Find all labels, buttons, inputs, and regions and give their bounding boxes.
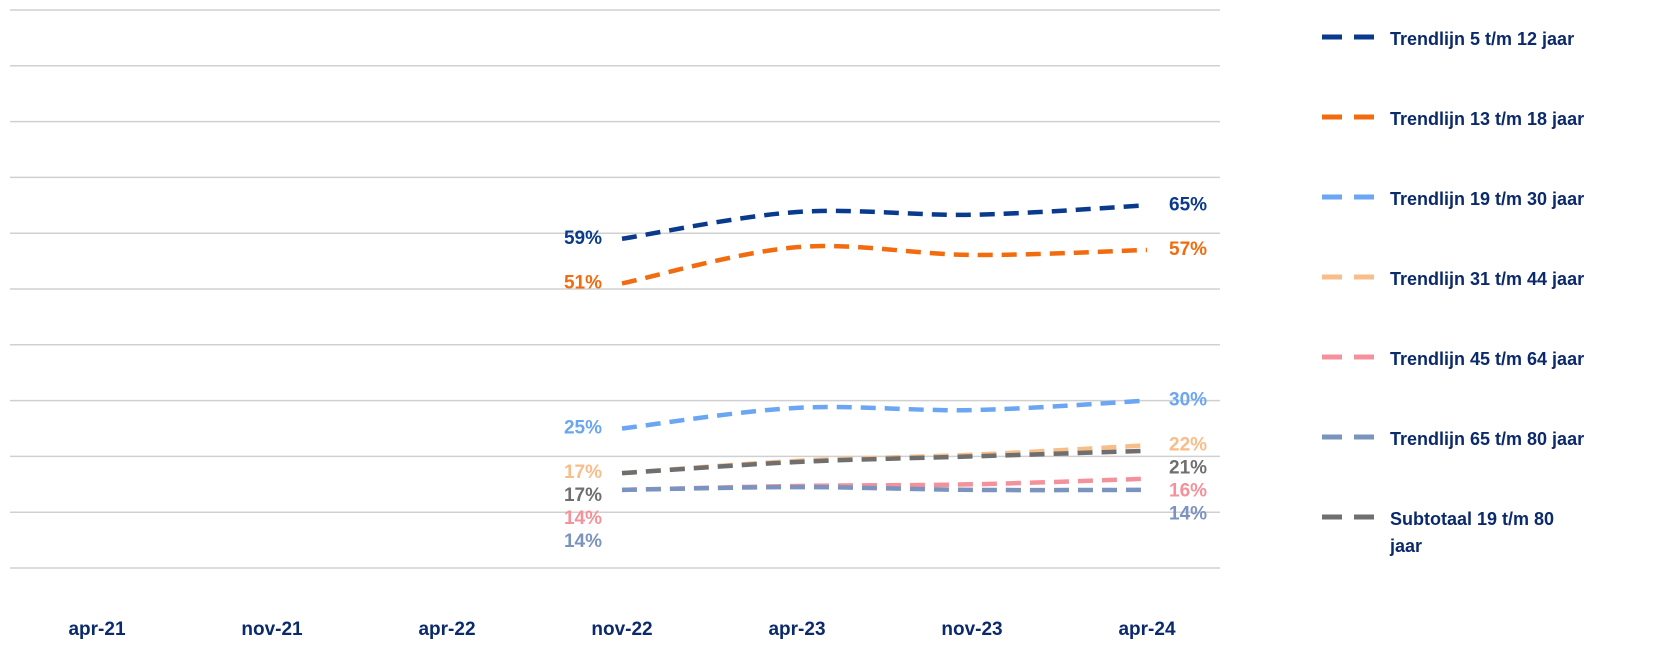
legend-swatch (1322, 114, 1374, 120)
x-tick-label: apr-22 (418, 619, 475, 640)
data-label: 51% (564, 272, 602, 293)
trend-line (621, 398, 1148, 431)
x-tick-label: apr-21 (68, 619, 125, 640)
legend-label: Trendlijn 5 t/m 12 jaar (1390, 29, 1575, 49)
trend-line (621, 484, 1148, 493)
legend-label: Subtotaal 19 t/m 80 jaar (1390, 509, 1555, 556)
data-label: 17% (564, 485, 602, 506)
legend-item: Trendlijn 19 t/m 30 jaar (1320, 186, 1670, 266)
data-label: 14% (564, 508, 602, 529)
trend-line (621, 243, 1148, 286)
legend-swatch (1322, 514, 1374, 520)
legend-item: Trendlijn 5 t/m 12 jaar (1320, 26, 1670, 106)
data-label: 65% (1169, 194, 1207, 215)
data-label: 30% (1169, 390, 1207, 411)
legend-label: Trendlijn 19 t/m 30 jaar (1390, 189, 1585, 209)
legend-item: Subtotaal 19 t/m 80 jaar (1320, 506, 1670, 586)
legend-item: Trendlijn 31 t/m 44 jaar (1320, 266, 1670, 346)
legend-swatch (1322, 274, 1374, 280)
legend-swatch (1322, 354, 1374, 360)
x-tick-label: nov-21 (241, 619, 303, 640)
trend-line (621, 448, 1148, 476)
x-tick-label: apr-23 (768, 619, 825, 640)
legend-swatch (1322, 434, 1374, 440)
legend-label: Trendlijn 31 t/m 44 jaar (1390, 269, 1585, 289)
data-label: 17% (564, 462, 602, 483)
data-label: 14% (564, 531, 602, 552)
data-label: 25% (564, 418, 602, 439)
chart: apr-21 nov-21 apr-22 nov-22 apr-23 nov-23 apr-… (10, 9, 1220, 640)
data-label: 14% (1169, 503, 1207, 524)
legend-item: Trendlijn 65 t/m 80 jaar (1320, 426, 1670, 506)
data-label: 16% (1169, 480, 1207, 501)
legend-label: Trendlijn 13 t/m 18 jaar (1390, 109, 1585, 129)
legend-label: Trendlijn 45 t/m 64 jaar (1390, 349, 1585, 369)
x-tick-label: nov-22 (591, 619, 652, 640)
legend-label: Trendlijn 65 t/m 80 jaar (1390, 429, 1585, 449)
legend-swatch (1322, 34, 1374, 40)
legend-item: Trendlijn 13 t/m 18 jaar (1320, 106, 1670, 186)
data-label: 22% (1169, 434, 1207, 455)
x-tick-label: apr-24 (1118, 619, 1175, 640)
legend: Trendlijn 5 t/m 12 jaar Trendlijn 13 t/m … (1320, 26, 1670, 586)
legend-swatch (1322, 194, 1374, 200)
data-label: 57% (1169, 239, 1207, 260)
data-label: 59% (564, 228, 602, 249)
trend-line (621, 203, 1148, 242)
legend-item: Trendlijn 45 t/m 64 jaar (1320, 346, 1670, 426)
data-label: 21% (1169, 457, 1207, 478)
x-tick-label: nov-23 (941, 619, 1002, 640)
